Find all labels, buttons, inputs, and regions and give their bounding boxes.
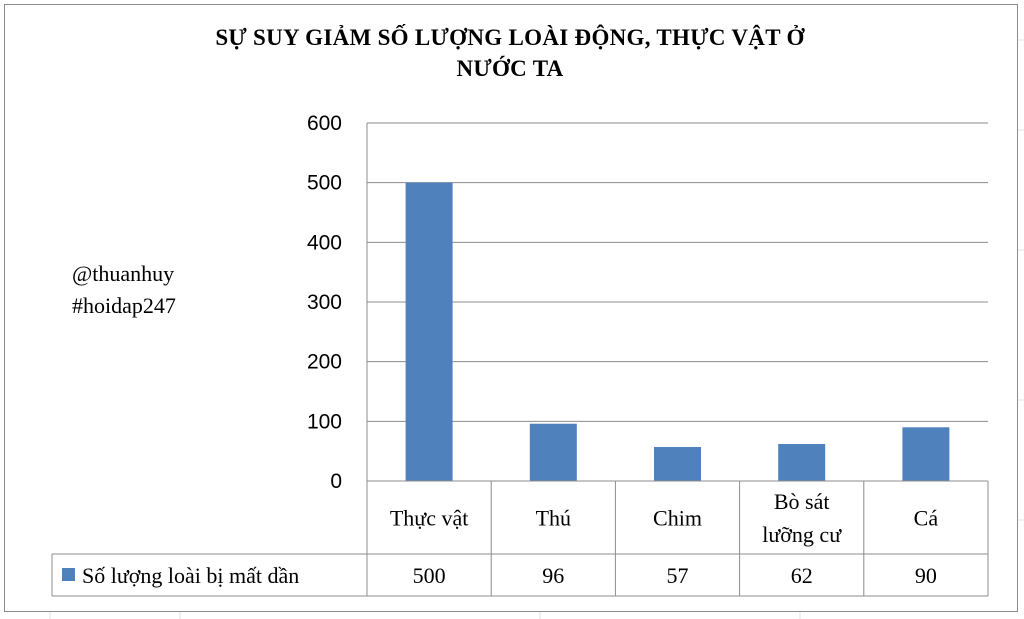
chart-title-line-2: NƯỚC TA [456, 56, 564, 81]
y-tick-label-300: 300 [307, 291, 342, 314]
legend-key [62, 568, 75, 581]
watermark-text: @thuanhuy #hoidap247 [72, 258, 176, 322]
category-label-4: Cá [914, 506, 939, 531]
bar-3 [778, 444, 826, 481]
y-tick-label-200: 200 [307, 351, 342, 374]
chart-title: SỰ SUY GIẢM SỐ LƯỢNG LOÀI ĐỘNG, THỰC VẬT… [0, 22, 1020, 84]
data-table-value-3: 62 [791, 563, 813, 588]
category-label-3-line-0: Bò sát [774, 489, 830, 514]
category-label-1: Thú [536, 506, 571, 531]
y-tick-label-400: 400 [307, 231, 342, 254]
bar-4 [902, 427, 950, 481]
bar-1 [529, 423, 577, 481]
data-table-value-1: 96 [542, 563, 564, 588]
y-tick-label-500: 500 [307, 172, 342, 195]
watermark-hashtag: #hoidap247 [72, 293, 176, 318]
bar-0 [405, 182, 453, 481]
bar-2 [654, 446, 701, 481]
y-tick-label-100: 100 [307, 410, 342, 433]
legend-label: Số lượng loài bị mất dần [82, 563, 299, 588]
category-label-2: Chim [653, 506, 702, 531]
data-table-value-4: 90 [915, 563, 937, 588]
category-label-0: Thực vật [390, 506, 469, 531]
chart-area[interactable] [4, 4, 1018, 612]
y-tick-label-0: 0 [330, 470, 342, 493]
category-label-3-line-1: lưỡng cư [762, 522, 842, 547]
watermark-handle: @thuanhuy [72, 261, 175, 286]
data-table-value-2: 57 [667, 563, 689, 588]
y-tick-label-600: 600 [307, 112, 342, 135]
data-table-value-0: 500 [413, 563, 446, 588]
chart-title-line-1: SỰ SUY GIẢM SỐ LƯỢNG LOÀI ĐỘNG, THỰC VẬT… [215, 25, 805, 50]
